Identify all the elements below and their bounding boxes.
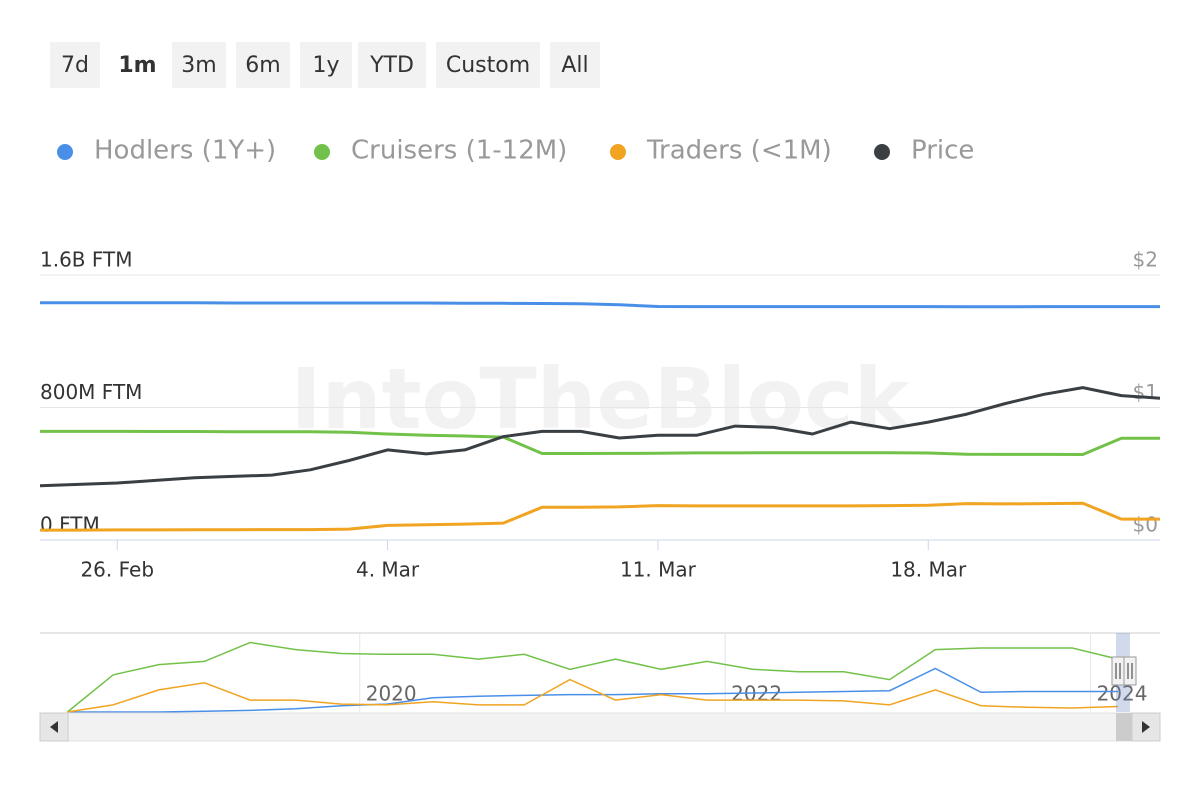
legend-marker[interactable] [314, 144, 330, 160]
x-tick-label: 26. Feb [80, 558, 154, 582]
watermark: IntoTheBlock [290, 350, 911, 448]
range-button[interactable] [110, 42, 165, 88]
series-line [40, 429, 1160, 456]
range-button[interactable] [236, 42, 290, 88]
scrollbar-track [39, 712, 1161, 742]
series-line [40, 301, 1160, 309]
arrow-left [50, 721, 58, 733]
legend-label[interactable]: Hodlers (1Y+) [94, 136, 276, 166]
series-line [40, 501, 1160, 532]
range-button-label[interactable]: 1m [118, 53, 156, 78]
range-button-label[interactable]: 6m [245, 53, 280, 78]
arrow-right [1142, 721, 1150, 733]
range-button[interactable] [300, 42, 352, 88]
y-tick-label: 0 FTM [40, 513, 100, 537]
range-button-label[interactable]: YTD [369, 53, 414, 78]
navigator-handle[interactable] [1111, 656, 1125, 686]
y2-tick-label: $1 [1133, 380, 1158, 404]
range-button-label[interactable]: All [561, 53, 588, 78]
y2-tick-label: $0 [1133, 513, 1158, 537]
range-button[interactable] [50, 42, 100, 88]
range-button[interactable] [550, 42, 600, 88]
legend-marker[interactable] [610, 144, 626, 160]
x-tick-label: 11. Mar [620, 558, 697, 582]
navigator-line [66, 641, 1119, 713]
range-button-label[interactable]: Custom [446, 53, 530, 78]
y-tick-label: 800M FTM [40, 380, 142, 404]
range-button[interactable] [358, 42, 426, 88]
navigator-tick-label: 2020 [366, 682, 417, 706]
y-tick-label: 1.6B FTM [40, 248, 133, 272]
range-button-label[interactable]: 1y [312, 53, 339, 78]
navigator-line [67, 678, 1119, 713]
range-button-label[interactable]: 3m [181, 53, 216, 78]
legend-label[interactable]: Price [911, 136, 974, 166]
y2-tick-label: $2 [1133, 248, 1158, 272]
navigator-line [67, 667, 1118, 713]
legend-marker[interactable] [57, 144, 73, 160]
series-line [39, 386, 1161, 488]
range-button[interactable] [436, 42, 540, 88]
legend-label[interactable]: Cruisers (1-12M) [351, 136, 567, 166]
navigator-handle[interactable] [1123, 656, 1137, 686]
range-button-label[interactable]: 7d [61, 53, 89, 78]
range-button[interactable] [172, 42, 226, 88]
x-tick-label: 18. Mar [890, 558, 967, 582]
legend-marker[interactable] [874, 144, 890, 160]
x-tick-label: 4. Mar [356, 558, 420, 582]
legend-label[interactable]: Traders (<1M) [646, 136, 832, 166]
scrollbar-thumb[interactable] [1116, 713, 1132, 741]
